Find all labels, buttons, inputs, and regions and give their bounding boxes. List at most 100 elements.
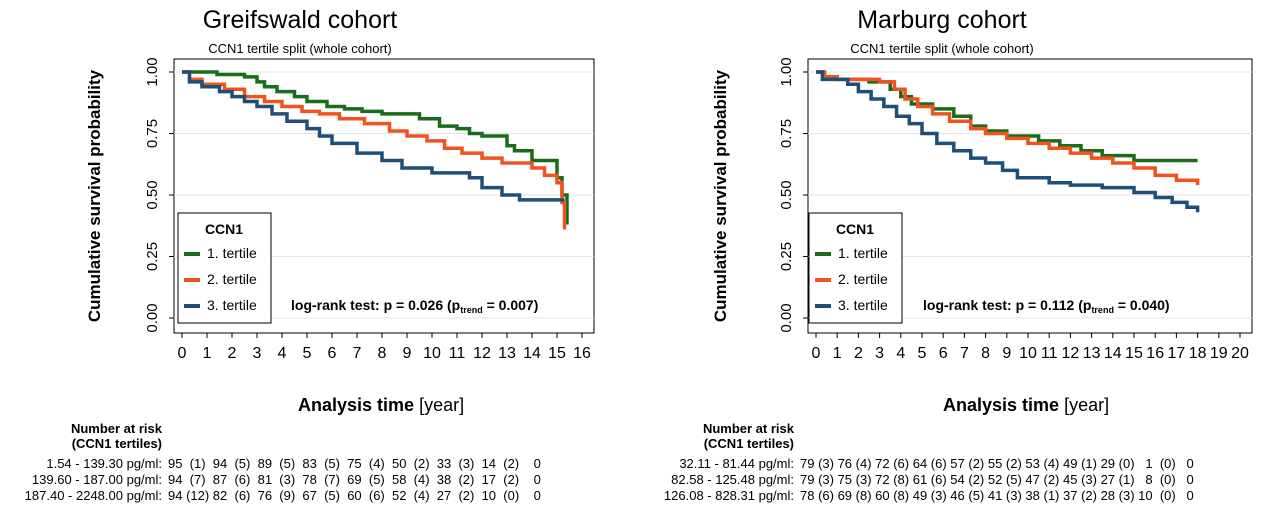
y-tick-label: 0.75: [778, 119, 795, 148]
x-axis-label: Analysis time [year]: [943, 395, 1109, 416]
risk-table-subheader: (CCN1 tertiles): [71, 436, 162, 451]
risk-row-values: 79 (3) 76 (4) 72 (6) 64 (6) 57 (2) 55 (2…: [800, 456, 1194, 471]
x-tick-label: 5: [918, 345, 927, 362]
chart-subtitle: CCN1 tertile split (whole cohort): [208, 41, 392, 56]
risk-row: 126.08 - 828.31 pg/ml: 78 (6) 69 (8) 60 (…: [634, 488, 1194, 504]
risk-row-values: 94 (7) 87 (6) 81 (3) 78 (7) 69 (5) 58 (4…: [168, 472, 541, 487]
legend-entry: 3. tertile: [838, 297, 888, 313]
log-rank-annotation: log-rank test: p = 0.112 (ptrend = 0.040…: [923, 297, 1170, 315]
x-tick-label: 11: [1041, 345, 1058, 362]
x-tick-label: 8: [378, 345, 387, 362]
y-tick-label: 0.25: [778, 242, 795, 271]
risk-row-values: 79 (3) 75 (3) 72 (8) 61 (6) 54 (2) 52 (5…: [800, 472, 1194, 487]
x-tick-label: 0: [812, 345, 821, 362]
x-tick-label: 3: [253, 345, 262, 362]
x-tick-label: 11: [449, 345, 466, 362]
survival-curve-3: [816, 70, 1200, 213]
x-tick-label: 1: [203, 345, 212, 362]
risk-row: 139.60 - 187.00 pg/ml: 94 (7) 87 (6) 81 (…: [0, 472, 541, 488]
x-tick-label: 12: [1062, 345, 1080, 362]
x-tick-label: 2: [228, 345, 237, 362]
marburg-survival-plot: 0.000.250.500.751.000 1 2 3 4 5 6 7 8 9 10 11 12 13 14…: [711, 57, 1253, 362]
x-tick-label: 4: [896, 345, 905, 362]
risk-row: 32.11 - 81.44 pg/ml: 79 (3) 76 (4) 72 (6)…: [634, 456, 1194, 472]
risk-row-label: 187.40 - 2248.00 pg/ml:: [24, 488, 162, 503]
x-tick-label: 15: [1125, 345, 1143, 362]
x-tick-label: 17: [1168, 345, 1186, 362]
log-rank-annotation: log-rank test: p = 0.026 (ptrend = 0.007…: [291, 297, 538, 315]
x-tick-label: 0: [178, 345, 187, 362]
x-tick-label: 3: [875, 345, 884, 362]
risk-row-label: 82.58 - 125.48 pg/ml:: [671, 472, 794, 487]
survival-curve-1: [182, 70, 569, 225]
risk-table: Number at risk (CCN1 tertiles) 32.11 - 8…: [634, 421, 1194, 504]
x-tick-label: 9: [1002, 345, 1011, 362]
risk-row: 82.58 - 125.48 pg/ml: 79 (3) 75 (3) 72 (8…: [634, 472, 1194, 488]
risk-row-values: 78 (6) 69 (8) 60 (8) 49 (3) 46 (5) 41 (3…: [800, 488, 1194, 503]
x-tick-label: 12: [473, 345, 491, 362]
x-axis-label-bold: Analysis time: [943, 395, 1060, 415]
x-tick-label: 8: [981, 345, 990, 362]
risk-row-values: 95 (1) 94 (5) 89 (5) 83 (5) 75 (4) 50 (2…: [168, 456, 541, 471]
chart-subtitle: CCN1 tertile split (whole cohort): [850, 41, 1034, 56]
risk-table-header: Number at risk: [70, 421, 162, 436]
risk-row-label: 32.11 - 81.44 pg/ml:: [679, 456, 794, 471]
risk-row-label: 139.60 - 187.00 pg/ml:: [31, 472, 162, 487]
risk-row: 1.54 - 139.30 pg/ml: 95 (1) 94 (5) 89 (5)…: [0, 456, 541, 472]
x-tick-label: 13: [1083, 345, 1101, 362]
legend-title: CCN1: [205, 221, 243, 237]
x-tick-label: 10: [1019, 345, 1037, 362]
survival-curve-3: [182, 70, 565, 202]
x-tick-label: 10: [423, 345, 441, 362]
x-tick-label: 14: [1104, 345, 1122, 362]
risk-table-header: Number at risk: [702, 421, 794, 436]
risk-row-label: 1.54 - 139.30 pg/ml:: [46, 456, 162, 471]
risk-row-values: 94 (12) 82 (6) 76 (9) 67 (5) 60 (6) 52 (…: [168, 488, 541, 503]
legend-entry: 1. tertile: [838, 245, 888, 261]
legend-entry: 1. tertile: [207, 245, 257, 261]
plot-frame: [173, 58, 595, 334]
x-tick-label: 2: [854, 345, 863, 362]
y-tick-label: 0.50: [144, 180, 161, 209]
x-tick-label: 6: [328, 345, 337, 362]
greifswald-panel: Greifswald cohort CCN1 tertile split (wh…: [0, 6, 595, 504]
x-tick-label: 7: [960, 345, 969, 362]
x-tick-label: 4: [278, 345, 287, 362]
x-tick-label: 14: [523, 345, 541, 362]
risk-row-label: 126.08 - 828.31 pg/ml:: [663, 488, 794, 503]
x-tick-label: 15: [548, 345, 566, 362]
x-tick-label: 16: [573, 345, 591, 362]
y-axis-label: Cumulative survival probability: [85, 69, 104, 322]
survival-curve-2: [182, 70, 567, 230]
x-tick-label: 6: [939, 345, 948, 362]
chart-title: Greifswald cohort: [202, 6, 398, 34]
legend-entry: 2. tertile: [207, 271, 257, 287]
y-tick-label: 1.00: [144, 57, 161, 86]
x-tick-label: 18: [1189, 345, 1207, 362]
legend-entry: 2. tertile: [838, 271, 888, 287]
risk-table: Number at risk (CCN1 tertiles) 1.54 - 13…: [0, 421, 541, 504]
x-tick-label: 20: [1231, 345, 1249, 362]
x-tick-label: 9: [403, 345, 412, 362]
y-tick-label: 0.50: [778, 180, 795, 209]
x-tick-label: 5: [303, 345, 312, 362]
legend-entry: 3. tertile: [207, 297, 257, 313]
x-axis-label-bold: Analysis time: [298, 395, 415, 415]
x-tick-label: 19: [1210, 345, 1228, 362]
legend-title: CCN1: [836, 221, 874, 237]
x-tick-label: 1: [833, 345, 842, 362]
plot-frame: [807, 58, 1253, 334]
survival-curve-2: [816, 70, 1200, 186]
y-tick-label: 1.00: [778, 57, 795, 86]
x-tick-label: 7: [353, 345, 362, 362]
y-axis-label: Cumulative survival probability: [711, 69, 730, 322]
x-tick-label: 13: [498, 345, 516, 362]
survival-curve-1: [816, 70, 1198, 163]
marburg-panel: Marburg cohort CCN1 tertile split (whole…: [634, 0, 1268, 517]
risk-row: 187.40 - 2248.00 pg/ml: 94 (12) 82 (6) 76…: [0, 488, 541, 504]
x-axis-label-unit: [year]: [1064, 395, 1110, 415]
risk-table-subheader: (CCN1 tertiles): [703, 436, 794, 451]
x-axis-label: Analysis time [year]: [298, 395, 464, 416]
y-tick-label: 0.75: [144, 119, 161, 148]
y-tick-label: 0.00: [144, 303, 161, 332]
